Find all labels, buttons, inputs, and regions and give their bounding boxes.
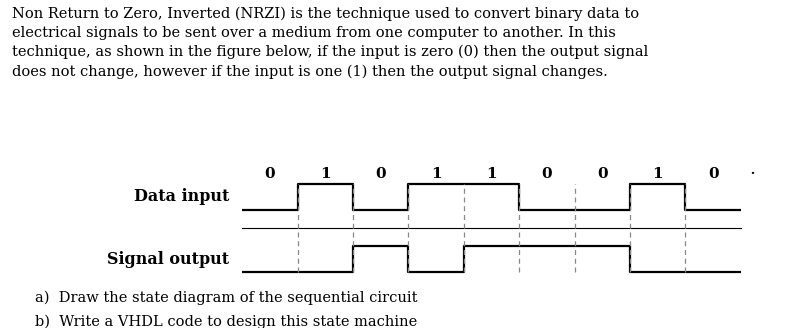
- Text: b)  Write a VHDL code to design this state machine: b) Write a VHDL code to design this stat…: [35, 314, 417, 328]
- Text: 1: 1: [431, 167, 441, 181]
- Text: Signal output: Signal output: [107, 251, 230, 268]
- Text: 0: 0: [376, 167, 386, 181]
- Text: 1: 1: [653, 167, 663, 181]
- Text: 1: 1: [486, 167, 497, 181]
- Text: 0: 0: [597, 167, 608, 181]
- Text: Data input: Data input: [134, 188, 230, 205]
- Text: a)  Draw the state diagram of the sequential circuit: a) Draw the state diagram of the sequent…: [35, 291, 417, 305]
- Text: ·: ·: [749, 165, 755, 183]
- Text: 0: 0: [541, 167, 552, 181]
- Text: 0: 0: [708, 167, 719, 181]
- Text: Non Return to Zero, Inverted (NRZI) is the technique used to convert binary data: Non Return to Zero, Inverted (NRZI) is t…: [12, 7, 648, 79]
- Text: 0: 0: [264, 167, 275, 181]
- Text: 1: 1: [320, 167, 331, 181]
